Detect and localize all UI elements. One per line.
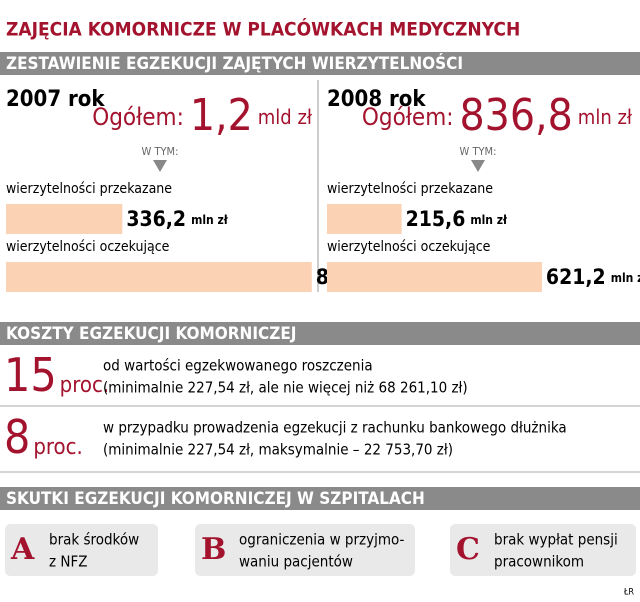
sub-label: W TYM:	[142, 145, 179, 158]
effect-text: brak wypłat pensji	[494, 531, 618, 549]
section-band	[0, 52, 640, 75]
total: Ogółem: 836,8 mln zł	[362, 90, 633, 141]
effect-text: pracownikom	[494, 553, 584, 571]
rate-number: 15	[4, 348, 57, 402]
bar-label: wierzytelności przekazane	[6, 181, 172, 197]
total-unit: mln zł	[578, 105, 633, 129]
rate-text: od wartości egzekwowanego roszczenia	[103, 357, 373, 375]
rate-text: (minimalnie 227,54 zł, ale nie więcej ni…	[103, 379, 468, 397]
value-unit: mln zł	[191, 213, 229, 227]
value-label: 621,2	[546, 265, 606, 289]
section-band	[0, 487, 640, 510]
section-band	[0, 322, 640, 345]
total: Ogółem: 1,2 mld zł	[92, 90, 313, 141]
value-label: 336,2	[126, 207, 186, 231]
effect-text: brak środków	[49, 531, 139, 549]
value-unit: mln zł	[470, 213, 508, 227]
effect-text: z NFZ	[49, 553, 87, 571]
bar-value: 621,2 mln zł	[546, 265, 640, 289]
rate-number: 8	[4, 410, 30, 464]
value-unit: mln zł	[611, 271, 640, 285]
arrow	[153, 160, 167, 172]
bar	[327, 262, 542, 292]
effect-text: waniu pacjentów	[239, 553, 353, 571]
credit: ŁR	[623, 588, 635, 598]
bar	[6, 204, 123, 234]
arrow	[471, 160, 485, 172]
effect-box	[450, 524, 636, 576]
bar-label: wierzytelności przekazane	[327, 181, 493, 197]
rate-text: (minimalnie 227,54 zł, maksymalnie – 22 …	[103, 441, 453, 459]
section-title: SKUTKI EGZEKUCJI KOMORNICZEJ W SZPITALAC…	[6, 489, 425, 509]
effect-box	[195, 524, 415, 576]
effect-letter: A	[10, 532, 35, 567]
sub-label: W TYM:	[460, 145, 497, 158]
effect-text: ograniczenia w przyjmo-	[239, 531, 405, 549]
title: ZAJĘCIA KOMORNICZE W PLACÓWKACH MEDYCZNY…	[6, 17, 520, 41]
effect-box	[5, 524, 158, 576]
total-label: Ogółem:	[362, 103, 454, 131]
bar-value: 336,2 mln zł	[126, 207, 228, 231]
bar-value: 215,6 mln zł	[406, 207, 508, 231]
value-label: 215,6	[406, 207, 466, 231]
rate-unit: proc.	[60, 373, 110, 398]
year: 2008 rok	[327, 87, 426, 112]
rate-unit: proc.	[33, 435, 83, 460]
rate: 15 proc.	[4, 348, 109, 402]
bar-label: wierzytelności oczekujące	[327, 239, 491, 255]
bar	[327, 204, 402, 234]
rate: 8 proc.	[4, 410, 83, 464]
total-value: 836,8	[460, 90, 573, 141]
section-title: KOSZTY EGZEKUCJI KOMORNICZEJ	[6, 324, 296, 344]
rate-text: w przypadku prowadzenia egzekucji z rach…	[103, 419, 567, 437]
section-title: ZESTAWIENIE EGZEKUCJI ZAJĘTYCH WIERZYTEL…	[6, 52, 463, 74]
year: 2007 rok	[6, 87, 105, 112]
total-unit: mld zł	[258, 105, 313, 129]
bar-label: wierzytelności oczekujące	[6, 239, 170, 255]
effect-letter: C	[456, 532, 480, 567]
total-label: Ogółem:	[92, 103, 184, 131]
total-value: 1,2	[190, 90, 253, 141]
bar	[6, 262, 312, 292]
effect-letter: B	[201, 532, 226, 567]
